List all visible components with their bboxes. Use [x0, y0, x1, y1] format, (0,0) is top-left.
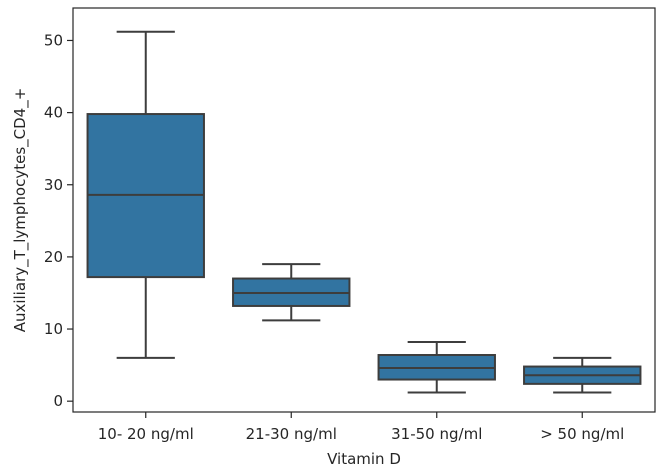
x-tick-label: 31-50 ng/ml	[391, 425, 482, 443]
y-axis-title: Auxiliary_T_lymphocytes_CD4_+	[11, 88, 30, 333]
box-series	[86, 30, 642, 394]
box-1	[86, 30, 205, 359]
x-tick-label: 21-30 ng/ml	[246, 425, 337, 443]
x-axis-title: Vitamin D	[327, 450, 401, 468]
box-2	[232, 263, 351, 322]
x-axis-ticks: 10- 20 ng/ml 21-30 ng/ml 31-50 ng/ml > 50 n…	[98, 412, 624, 443]
y-tick-label: 0	[53, 392, 63, 410]
y-axis-ticks: 0 10 20 30 40 50	[44, 31, 73, 410]
y-tick-label: 10	[44, 320, 63, 338]
box-3	[377, 341, 496, 394]
y-tick-label: 40	[44, 104, 63, 122]
y-tick-label: 20	[44, 248, 63, 266]
y-tick-label: 50	[44, 31, 63, 49]
x-tick-label: > 50 ng/ml	[540, 425, 624, 443]
y-tick-label: 30	[44, 176, 63, 194]
box-4	[523, 356, 642, 394]
x-tick-label: 10- 20 ng/ml	[98, 425, 194, 443]
plot-frame	[72, 7, 656, 413]
